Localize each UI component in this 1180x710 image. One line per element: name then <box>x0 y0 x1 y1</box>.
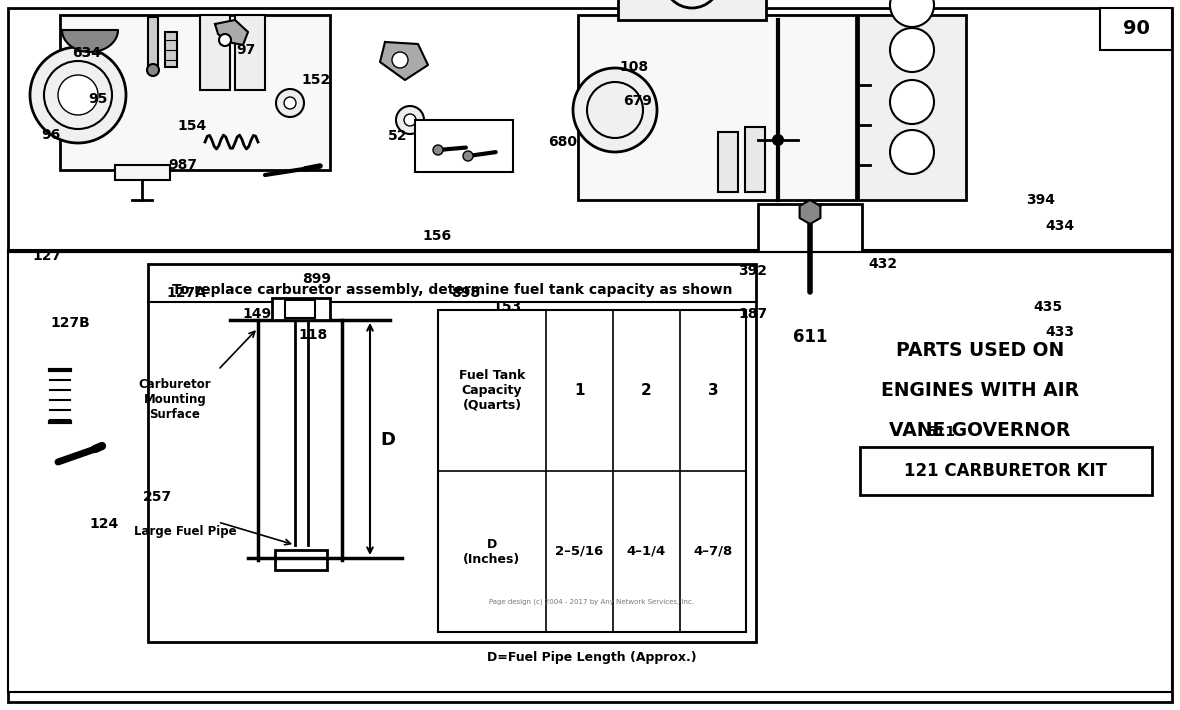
Bar <box>50 368 70 422</box>
Text: 90: 90 <box>1122 19 1149 38</box>
Bar <box>199 15 230 90</box>
Text: 2: 2 <box>641 383 651 398</box>
Text: 899: 899 <box>302 272 330 286</box>
Circle shape <box>890 0 935 27</box>
Text: 95: 95 <box>88 92 107 106</box>
Text: 987: 987 <box>169 158 197 172</box>
Text: D
(Inches): D (Inches) <box>464 537 520 565</box>
Bar <box>148 17 158 72</box>
Circle shape <box>890 130 935 174</box>
Text: 394: 394 <box>1027 193 1055 207</box>
Circle shape <box>433 145 442 155</box>
Text: 187: 187 <box>739 307 767 321</box>
Bar <box>114 165 170 180</box>
Text: 611: 611 <box>926 425 955 439</box>
Circle shape <box>58 75 98 115</box>
Circle shape <box>890 28 935 72</box>
Bar <box>273 298 330 320</box>
Text: 153: 153 <box>493 300 522 314</box>
Circle shape <box>148 64 159 76</box>
Text: 1: 1 <box>575 383 585 398</box>
Bar <box>745 127 765 192</box>
Text: 434: 434 <box>1045 219 1074 233</box>
Bar <box>8 252 1172 692</box>
Circle shape <box>30 47 126 143</box>
Text: Carburetor
Mounting
Surface: Carburetor Mounting Surface <box>139 378 211 422</box>
Polygon shape <box>380 42 428 80</box>
Text: 257: 257 <box>143 490 171 504</box>
Bar <box>860 447 1152 495</box>
Bar <box>438 310 746 632</box>
Polygon shape <box>800 200 820 224</box>
Text: To replace carburetor assembly, determine fuel tank capacity as shown: To replace carburetor assembly, determin… <box>172 283 733 297</box>
Circle shape <box>404 114 417 126</box>
Text: 152: 152 <box>302 72 330 87</box>
Text: 97: 97 <box>236 43 255 57</box>
Bar <box>275 550 327 570</box>
Bar <box>165 32 177 67</box>
Bar <box>578 15 856 200</box>
Text: PARTS USED ON: PARTS USED ON <box>896 341 1064 359</box>
Bar <box>415 120 513 172</box>
Text: 149: 149 <box>243 307 271 321</box>
Circle shape <box>773 135 784 145</box>
Bar <box>148 264 756 642</box>
Text: 680: 680 <box>549 135 577 149</box>
Text: 127A: 127A <box>166 285 206 300</box>
Text: 4–1/4: 4–1/4 <box>627 545 667 558</box>
Text: Fuel Tank
Capacity
(Quarts): Fuel Tank Capacity (Quarts) <box>459 369 525 412</box>
Text: AnyPartStream: AnyPartStream <box>506 110 674 130</box>
Circle shape <box>392 52 408 68</box>
Text: 898: 898 <box>452 285 480 300</box>
Text: D: D <box>380 431 395 449</box>
Circle shape <box>219 34 231 46</box>
Text: 154: 154 <box>178 119 206 133</box>
Bar <box>717 132 738 192</box>
Circle shape <box>664 0 720 8</box>
Text: 433: 433 <box>1045 325 1074 339</box>
Text: 435: 435 <box>1034 300 1062 314</box>
Bar <box>286 300 315 318</box>
Circle shape <box>396 106 424 134</box>
Bar <box>618 0 766 20</box>
Text: 156: 156 <box>422 229 451 243</box>
Text: 127: 127 <box>33 248 61 263</box>
Text: 4–7/8: 4–7/8 <box>694 545 733 558</box>
Text: 392: 392 <box>739 264 767 278</box>
Text: 679: 679 <box>623 94 651 108</box>
Circle shape <box>573 68 657 152</box>
Text: Page design (c) 2004 - 2017 by Any Network Services, Inc.: Page design (c) 2004 - 2017 by Any Netwo… <box>490 599 695 605</box>
Text: 52: 52 <box>388 129 407 143</box>
Bar <box>758 204 863 372</box>
Circle shape <box>890 80 935 124</box>
Text: 634: 634 <box>72 46 100 60</box>
Text: 96: 96 <box>41 128 60 142</box>
Text: ENGINES WITH AIR: ENGINES WITH AIR <box>881 381 1079 400</box>
Text: 2–5/16: 2–5/16 <box>556 545 604 558</box>
Bar <box>60 15 330 170</box>
Bar <box>1100 8 1172 50</box>
Bar <box>858 15 966 200</box>
Text: Large Fuel Pipe: Large Fuel Pipe <box>133 525 236 538</box>
Circle shape <box>276 89 304 117</box>
Circle shape <box>463 151 473 161</box>
Text: 124: 124 <box>90 517 118 531</box>
Text: 432: 432 <box>868 257 897 271</box>
Text: 127B: 127B <box>51 316 91 330</box>
Polygon shape <box>63 30 118 52</box>
Text: 108: 108 <box>620 60 648 75</box>
Text: D=Fuel Pipe Length (Approx.): D=Fuel Pipe Length (Approx.) <box>487 652 697 665</box>
Text: 121 CARBURETOR KIT: 121 CARBURETOR KIT <box>905 462 1108 480</box>
Text: 3: 3 <box>708 383 719 398</box>
Text: 118: 118 <box>299 328 327 342</box>
Polygon shape <box>215 20 248 45</box>
Bar <box>235 15 266 90</box>
Text: 611: 611 <box>793 328 827 346</box>
Text: VANE GOVERNOR: VANE GOVERNOR <box>890 420 1070 439</box>
Circle shape <box>284 97 296 109</box>
